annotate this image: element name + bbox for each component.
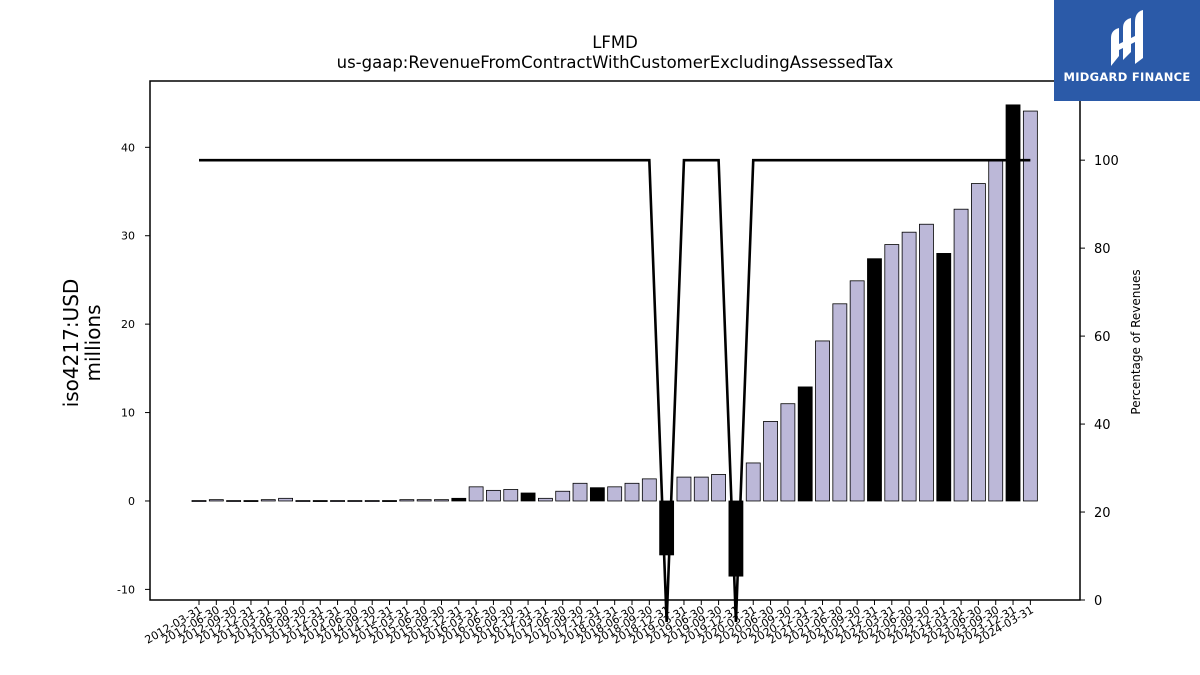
bar [1022, 110, 1038, 502]
bar [624, 482, 640, 502]
y2-tick-label: 40 [1094, 418, 1111, 433]
y2-axis-label: Percentage of Revenues [1129, 269, 1143, 414]
y2-tick-label: 20 [1094, 506, 1111, 521]
y-tick-label: 10 [121, 407, 135, 420]
bar [486, 489, 501, 502]
bar [953, 208, 969, 502]
chart-title: LFMD [592, 33, 638, 52]
bar [347, 500, 363, 502]
bar [330, 500, 345, 502]
y-tick-label: 30 [121, 230, 135, 243]
bar [832, 303, 848, 502]
bar [243, 500, 259, 502]
y-axis-label: iso4217:USDmillions [59, 279, 105, 408]
bar [884, 244, 900, 502]
bar [364, 500, 380, 502]
bar [278, 497, 294, 502]
bar [849, 280, 865, 502]
midgard-finance-logo: MIDGARD FINANCE [1054, 0, 1200, 101]
bar [226, 500, 242, 502]
logo-text: MIDGARD FINANCE [1063, 70, 1191, 84]
bar [797, 386, 813, 502]
y-axis-label-line: iso4217:USD [59, 279, 83, 408]
y2-tick-label: 80 [1094, 242, 1111, 257]
logo-icon [1111, 10, 1143, 66]
bar [572, 482, 588, 502]
y-tick-label: 0 [128, 495, 135, 508]
y-tick-label: 40 [121, 141, 135, 154]
y2-tick-label: 0 [1094, 594, 1102, 609]
bar [191, 500, 207, 502]
bar [763, 421, 778, 502]
left-axis-ticks: -10 0 10 20 30 40 [117, 141, 150, 596]
bar [208, 499, 224, 502]
bar [382, 500, 397, 502]
y2-tick-label: 60 [1094, 330, 1111, 345]
bar [901, 231, 917, 502]
right-axis-ticks: 0 20 40 60 80 100 [1080, 154, 1119, 609]
bar [555, 490, 571, 502]
bar [468, 486, 484, 502]
bar [936, 253, 952, 502]
bar [399, 499, 415, 502]
bar [867, 258, 882, 502]
bar [919, 223, 934, 502]
percentage-line [199, 158, 1031, 623]
bar [641, 478, 657, 502]
bar [538, 497, 553, 502]
bar [607, 486, 623, 502]
bar [260, 499, 276, 502]
y-tick-label: 20 [121, 318, 135, 331]
y2-tick-label: 100 [1094, 154, 1119, 169]
chart-subtitle: us-gaap:RevenueFromContractWithCustomerE… [337, 53, 894, 72]
x-axis-ticks: 2012-03-312012-06-302012-09-302012-12-31… [143, 600, 1036, 647]
bar [815, 340, 830, 502]
bar [988, 159, 1004, 502]
bar-group [191, 104, 1038, 577]
bar [416, 499, 432, 502]
bar [295, 500, 311, 502]
bar [520, 492, 536, 502]
bar [589, 487, 605, 502]
y-tick-label: -10 [117, 583, 135, 596]
bar [676, 476, 692, 502]
bar [780, 403, 796, 502]
bar [1005, 104, 1021, 502]
bar [693, 476, 709, 502]
bar [711, 474, 726, 502]
bar [971, 183, 986, 502]
bar [434, 499, 449, 502]
bar [745, 462, 761, 502]
y-axis-label-line: millions [81, 304, 105, 381]
bar [503, 489, 519, 502]
bar [312, 500, 328, 502]
bar [451, 497, 467, 502]
